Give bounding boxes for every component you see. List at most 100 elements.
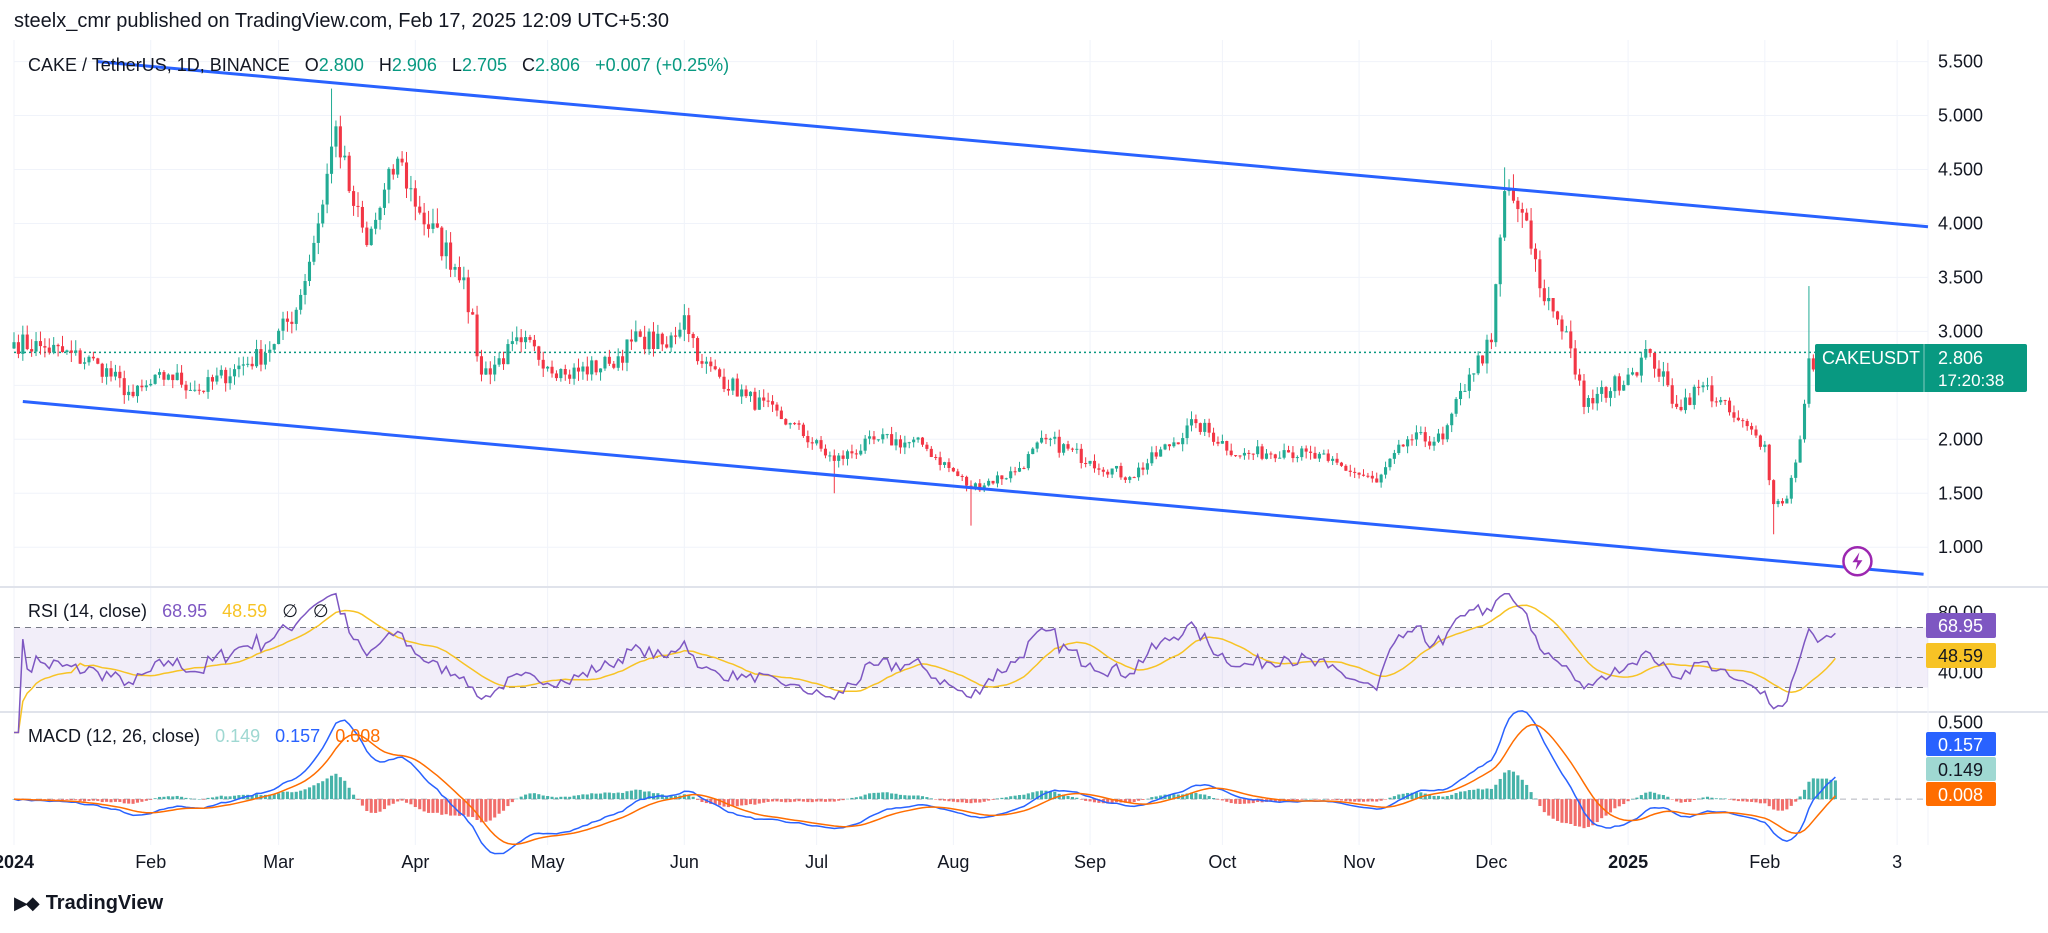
macd-hist-bar <box>1004 797 1008 800</box>
candle-body <box>1066 444 1070 449</box>
macd-hist-bar <box>1542 799 1546 813</box>
macd-hist-bar <box>440 799 444 815</box>
macd-hist-bar <box>1044 790 1048 800</box>
candle-body <box>365 227 369 246</box>
candle-body <box>978 483 982 491</box>
macd-hist-bar <box>131 799 135 804</box>
channel-lower-line[interactable] <box>22 400 1924 576</box>
candle-body <box>973 483 977 488</box>
macd-hist-bar <box>1489 788 1493 800</box>
macd-hist-bar <box>1688 799 1692 802</box>
lightning-icon[interactable] <box>1842 546 1873 577</box>
macd-hist-bar <box>1776 799 1780 811</box>
macd-hist-bar <box>501 799 506 811</box>
candle-body <box>1375 478 1379 483</box>
macd-hist-bar <box>735 799 739 807</box>
candle-body <box>484 368 488 375</box>
macd-hist-bar <box>1441 796 1445 800</box>
macd-hist-bar <box>1653 792 1657 800</box>
macd-hist-bar <box>863 794 867 800</box>
macd-hist-bar <box>1234 799 1238 804</box>
candle-body <box>1458 390 1463 400</box>
macd-hist-bar <box>1666 796 1670 800</box>
macd-hist-bar <box>563 796 567 800</box>
macd-pane[interactable] <box>12 710 1928 855</box>
rsi-legend[interactable]: RSI (14, close) 68.95 48.59 ∅ ∅ <box>28 601 329 621</box>
macd-hist-bar <box>1145 798 1149 800</box>
candle-body <box>1586 398 1590 407</box>
time-tick-label: Jun <box>670 852 699 872</box>
macd-hist-bar <box>65 799 69 800</box>
price-tick-label: 5.000 <box>1938 106 1983 126</box>
candle-body <box>1384 467 1388 475</box>
candle-body <box>1644 348 1648 358</box>
candle-body <box>16 342 20 354</box>
macd-hist-bar <box>740 799 744 806</box>
macd-hist-bar <box>418 799 422 810</box>
macd-hist-bar <box>1714 798 1718 800</box>
tradingview-logo[interactable]: ▶◆ TradingView <box>14 892 163 915</box>
candle-body <box>299 294 303 310</box>
candle-body <box>418 206 422 213</box>
macd-hist-bar <box>91 799 95 801</box>
rsi-pane[interactable] <box>14 592 1928 734</box>
candle-body <box>83 362 87 364</box>
candle-body <box>431 223 435 229</box>
candle-body <box>281 318 285 331</box>
macd-hist-bar <box>404 799 409 803</box>
channel-upper-line[interactable] <box>97 60 1929 229</box>
macd-hist-bar <box>1013 795 1017 800</box>
macd-hist-bar <box>651 793 656 800</box>
macd-hist-bar <box>1736 799 1740 802</box>
candle-body <box>797 423 801 425</box>
last-price-tag[interactable]: CAKEUSDT 2.806 17:20:38 <box>1815 344 2027 392</box>
candle-body <box>197 389 201 391</box>
macd-hist-bar <box>991 799 995 800</box>
candle-body <box>1335 458 1339 463</box>
macd-hist-bar <box>1807 781 1811 800</box>
candle-body <box>1560 319 1564 332</box>
macd-hist-bar <box>1772 799 1776 810</box>
macd-hist-bar <box>1586 799 1590 827</box>
candle-body <box>709 361 713 367</box>
macd-hist-bar <box>524 794 528 800</box>
macd-hist-bar <box>1472 789 1476 800</box>
macd-hist-bar <box>1595 799 1599 823</box>
candle-body <box>232 369 237 377</box>
candle-body <box>105 368 109 377</box>
macd-hist-bar <box>1397 794 1401 800</box>
candle-body <box>590 360 594 375</box>
macd-hist-bar <box>1220 799 1224 801</box>
macd-hist-bar <box>779 799 783 802</box>
macd-hist-bar <box>1353 799 1357 802</box>
candle-body <box>766 400 770 402</box>
macd-hist-bar <box>916 795 920 800</box>
macd-hist-bar <box>1300 799 1304 800</box>
macd-hist-bar <box>1070 796 1074 800</box>
macd-hist-bar <box>1286 799 1291 801</box>
candle-body <box>1533 248 1538 260</box>
macd-hist-bar <box>951 799 955 802</box>
macd-hist-bar <box>210 797 214 800</box>
candle-body <box>1110 468 1114 475</box>
symbol-legend[interactable]: CAKE / TetherUS, 1D, BINANCE O2.800 H2.9… <box>28 55 729 75</box>
macd-hist-bar <box>100 799 104 803</box>
macd-hist-bar <box>1339 799 1343 801</box>
macd-hist-bar <box>387 799 391 806</box>
candle-body <box>1556 311 1560 320</box>
candle-body <box>898 439 902 448</box>
time-axis[interactable]: 2024 Feb Mar Apr May Jun Jul Aug Sep Oct Nov Dec 202… <box>0 852 1902 872</box>
price-pane[interactable] <box>12 60 1929 577</box>
candle-body <box>1017 467 1022 472</box>
macd-hist-bar <box>510 799 514 803</box>
candle-body <box>841 455 845 459</box>
macd-hist-bar <box>277 793 281 800</box>
macd-legend[interactable]: MACD (12, 26, close) 0.149 0.157 0.008 <box>28 726 380 746</box>
candle-body <box>184 384 188 391</box>
candle-body <box>202 390 206 392</box>
macd-hist-bar <box>1485 788 1489 800</box>
macd-hist-bar <box>956 799 960 803</box>
candle-body <box>56 344 60 347</box>
macd-hist-bar <box>356 799 360 800</box>
